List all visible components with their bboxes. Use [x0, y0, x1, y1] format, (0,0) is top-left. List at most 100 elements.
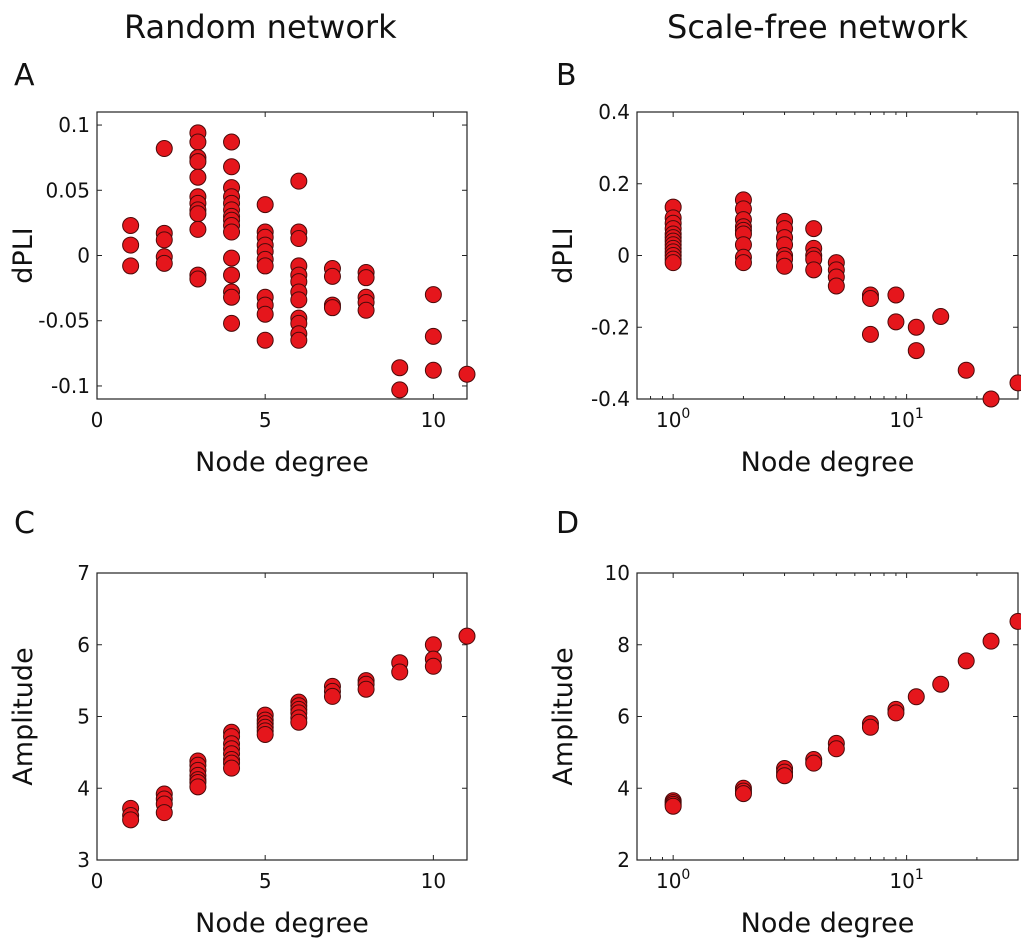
panel-label-a: A [14, 58, 35, 93]
data-point-c [357, 680, 375, 698]
data-point-c [424, 636, 442, 654]
x-tick-label-c: 5 [259, 869, 272, 893]
plot-frame-b [636, 111, 1019, 400]
y-axis-label-d: Amplitude [548, 647, 579, 785]
data-point-b [805, 220, 823, 238]
data-point-d [957, 652, 975, 670]
data-point-a [424, 327, 442, 345]
data-point-a [290, 172, 308, 190]
chart-panel-d: 2 4 6 8 10 100 101 Node degree Amplitude [548, 561, 1021, 939]
data-point-b [776, 257, 794, 275]
data-point-b [827, 277, 845, 295]
data-point-c [424, 657, 442, 675]
data-point-d [664, 797, 682, 815]
plot-frame-d [636, 572, 1019, 861]
data-point-a [223, 223, 241, 241]
data-point-b [805, 261, 823, 279]
data-point-a [189, 153, 207, 171]
data-point-c [391, 663, 409, 681]
data-point-d [734, 785, 752, 803]
column-title-scale-free-network: Scale-free network [667, 8, 968, 46]
y-tick-label-b: -0.4 [591, 387, 630, 411]
x-axis-label-a: Node degree [195, 447, 369, 478]
y-tick-label-c: 7 [77, 561, 90, 585]
data-point-a [223, 266, 241, 284]
x-tick-label-b: 101 [889, 406, 923, 432]
x-tick-label-a: 0 [91, 408, 104, 432]
panel-label-c: C [14, 506, 35, 541]
data-point-c [290, 713, 308, 731]
data-point-c [155, 804, 173, 822]
y-tick-label-c: 4 [77, 776, 90, 800]
data-point-a [189, 270, 207, 288]
data-point-c [458, 627, 476, 645]
y-tick-label-b: -0.2 [591, 315, 630, 339]
x-axis-label-c: Node degree [195, 908, 369, 939]
data-point-a [323, 267, 341, 285]
y-axis-label-a: dPLI [8, 227, 39, 283]
y-tick-label-d: 2 [617, 848, 630, 872]
y-tick-label-a: -0.1 [51, 374, 90, 398]
y-axis-label-b: dPLI [548, 227, 579, 283]
data-point-b [957, 361, 975, 379]
y-tick-label-d: 10 [605, 561, 630, 585]
y-tick-label-a: 0.1 [58, 113, 90, 137]
x-tick-label-d: 100 [656, 867, 690, 893]
data-point-b [907, 318, 925, 336]
data-point-b [1009, 374, 1021, 392]
data-point-a [155, 140, 173, 158]
data-point-d [982, 632, 1000, 650]
data-point-a [290, 230, 308, 248]
data-point-a [424, 361, 442, 379]
chart-panel-b: -0.4 -0.2 0 0.2 0.4 100 101 Node degree dPLI [548, 100, 1021, 478]
data-point-a [223, 249, 241, 267]
data-point-a [458, 365, 476, 383]
data-point-d [776, 767, 794, 785]
data-point-c [122, 811, 140, 829]
data-point-b [861, 325, 879, 343]
data-point-a [155, 231, 173, 249]
y-tick-label-a: -0.05 [38, 309, 90, 333]
x-tick-label-a: 5 [259, 408, 272, 432]
data-point-a [323, 299, 341, 317]
data-point-a [122, 257, 140, 275]
data-point-a [189, 168, 207, 186]
data-point-c [256, 725, 274, 743]
x-axis-label-d: Node degree [741, 908, 915, 939]
plot-frame-a [96, 111, 468, 400]
data-point-a [256, 257, 274, 275]
plot-frame-c [96, 572, 468, 861]
column-title-random-network: Random network [124, 8, 397, 46]
data-point-a [223, 288, 241, 306]
data-point-b [887, 313, 905, 331]
data-point-a [357, 301, 375, 319]
data-point-c [223, 759, 241, 777]
data-point-a [122, 216, 140, 234]
x-tick-label-c: 0 [91, 869, 104, 893]
data-point-a [189, 220, 207, 238]
y-tick-label-c: 3 [77, 848, 90, 872]
data-point-a [223, 158, 241, 176]
data-point-b [861, 290, 879, 308]
y-tick-label-c: 5 [77, 705, 90, 729]
data-point-d [887, 704, 905, 722]
chart-panel-a: -0.1 -0.05 0 0.05 0.1 0 5 10 Node degree dPLI [8, 111, 476, 478]
data-point-a [290, 291, 308, 309]
y-tick-label-a: 0.05 [45, 178, 90, 202]
y-tick-label-a: 0 [77, 244, 90, 268]
y-tick-label-b: 0.2 [598, 172, 630, 196]
data-point-a [357, 269, 375, 287]
y-axis-label-c: Amplitude [8, 647, 39, 785]
data-point-a [256, 305, 274, 323]
data-point-b [887, 286, 905, 304]
y-tick-label-b: 0.4 [598, 100, 630, 124]
data-point-a [223, 133, 241, 151]
data-point-d [861, 718, 879, 736]
y-tick-label-c: 6 [77, 633, 90, 657]
data-point-a [424, 286, 442, 304]
y-tick-label-d: 4 [617, 776, 630, 800]
data-point-a [256, 196, 274, 214]
x-tick-label-a: 10 [421, 408, 446, 432]
data-point-c [189, 778, 207, 796]
